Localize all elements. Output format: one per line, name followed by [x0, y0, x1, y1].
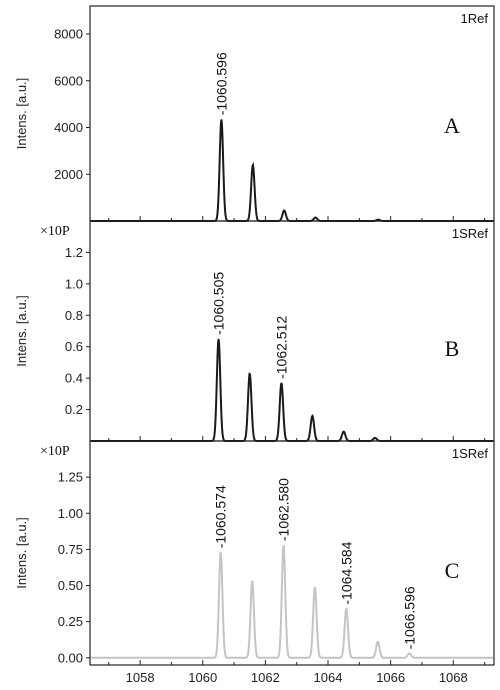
y-tick-label: 1.2 — [65, 245, 83, 260]
reference-label: 1Ref — [461, 11, 489, 26]
panel-letter: B — [445, 336, 460, 361]
peak-point — [220, 118, 222, 120]
panel-c: 0.00 0.25 0.50 0.75 1.00 1.25 Intens. [a.u.] ×1… — [14, 440, 495, 685]
peak-point — [311, 415, 313, 417]
peak-point — [251, 580, 253, 582]
peak-point — [220, 551, 222, 553]
peak-annotation: -1062.580 — [276, 478, 292, 541]
y-multiplier-label: ×10P — [40, 444, 70, 459]
panel-letter: C — [445, 558, 460, 583]
plot-frame — [89, 220, 495, 442]
peak-point — [314, 216, 316, 218]
peak-point — [280, 382, 282, 384]
peak-point — [252, 164, 254, 166]
y-axis-label: Intens. [a.u.] — [14, 78, 29, 150]
y-tick-label: 0.6 — [65, 339, 83, 354]
spectrum-line — [91, 119, 493, 222]
y-tick-label: 0.00 — [58, 650, 83, 665]
plot-frame — [89, 440, 495, 666]
x-tick-label: 1064 — [314, 670, 343, 685]
y-tick-label: 6000 — [54, 73, 83, 88]
spectrum-line — [91, 544, 493, 659]
y-tick-label: 8000 — [54, 27, 83, 42]
peak-annotation: -1064.584 — [338, 541, 354, 604]
peak-point — [408, 652, 410, 654]
peak-annotation: -1060.596 — [213, 52, 229, 115]
y-tick-label: 0.2 — [65, 402, 83, 417]
peak-point — [282, 544, 284, 546]
x-tick-label: 1062 — [251, 670, 280, 685]
peak-point — [377, 641, 379, 643]
y-tick-label: 1.0 — [65, 276, 83, 291]
y-tick-label: 1.25 — [58, 470, 83, 485]
peak-annotation: -1060.574 — [213, 485, 229, 548]
spectrum-line — [91, 338, 493, 442]
x-tick-label: 1060 — [188, 670, 217, 685]
peak-point — [249, 372, 251, 374]
panel-a: 2000 4000 6000 8000 Intens. [a.u.] 1Ref A -1060… — [14, 5, 495, 222]
y-tick-label: 0.75 — [58, 542, 83, 557]
peak-point — [342, 430, 344, 432]
y-tick-label: 0.50 — [58, 578, 83, 593]
y-tick-label: 0.4 — [65, 371, 83, 386]
x-tick-label: 1066 — [376, 670, 405, 685]
y-axis-label: Intens. [a.u.] — [14, 517, 29, 589]
y-tick-label: 1.00 — [58, 506, 83, 521]
peak-point — [345, 607, 347, 609]
peak-annotation: -1060.505 — [211, 272, 227, 335]
peak-point — [217, 338, 219, 340]
y-tick-label: 2000 — [54, 167, 83, 182]
peak-point — [283, 209, 285, 211]
panel-letter: A — [444, 113, 460, 138]
peak-point — [374, 437, 376, 439]
y-axis-label: Intens. [a.u.] — [14, 295, 29, 367]
y-tick-label: 4000 — [54, 120, 83, 135]
panel-b: 0.2 0.4 0.6 0.8 1.0 1.2 Intens. [a.u.] ×10P 1SRe… — [14, 220, 495, 442]
y-multiplier-label: ×10P — [40, 224, 70, 239]
reference-label: 1SRef — [452, 446, 489, 461]
y-tick-label: 0.25 — [58, 614, 83, 629]
peak-point — [314, 586, 316, 588]
x-tick-label: 1068 — [439, 670, 468, 685]
y-tick-label: 0.8 — [65, 308, 83, 323]
reference-label: 1SRef — [452, 226, 489, 241]
peak-annotation: -1066.596 — [401, 586, 417, 649]
x-tick-label: 1058 — [126, 670, 155, 685]
plot-frame — [89, 5, 495, 222]
peak-annotation: -1062.512 — [273, 316, 289, 379]
